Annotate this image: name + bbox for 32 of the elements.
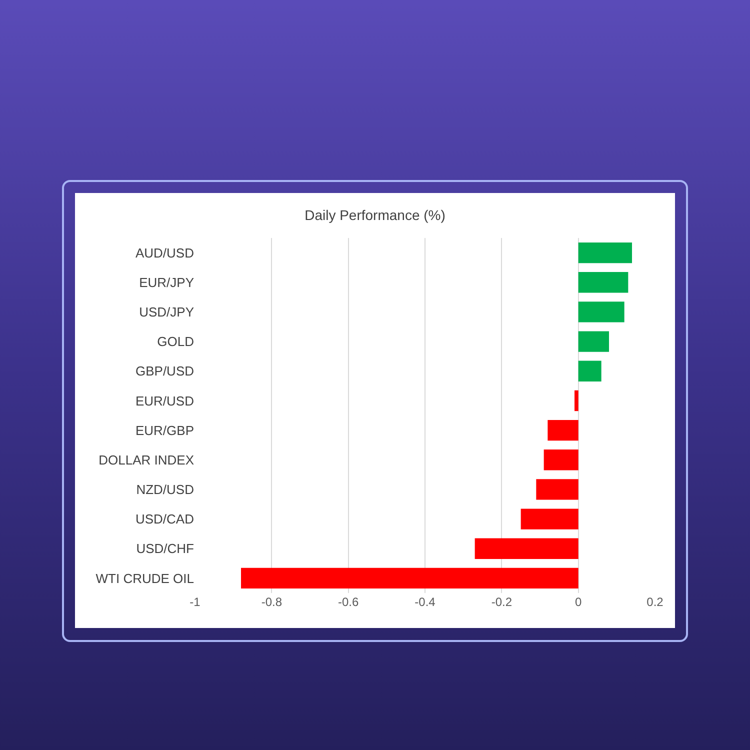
chart-title: Daily Performance (%) xyxy=(304,207,446,224)
bar xyxy=(536,479,578,500)
bar xyxy=(578,272,628,293)
x-tick-label: -1 xyxy=(190,595,201,609)
y-tick-label: EUR/GBP xyxy=(135,422,194,438)
bar xyxy=(578,331,609,352)
bar xyxy=(241,568,578,589)
y-tick-label: EUR/JPY xyxy=(139,274,194,290)
y-tick-label: EUR/USD xyxy=(135,393,194,408)
x-tick-label: 0 xyxy=(574,595,582,609)
bar xyxy=(578,242,632,264)
bar xyxy=(474,538,578,559)
y-tick-label: AUD/USD xyxy=(135,245,194,260)
bar xyxy=(544,450,578,470)
bar xyxy=(548,420,578,441)
bar xyxy=(578,302,624,322)
y-tick-label: USD/CAD xyxy=(135,512,194,527)
bar xyxy=(578,360,602,382)
y-tick-label: USD/CHF xyxy=(136,541,194,556)
y-tick-label: GOLD xyxy=(157,334,194,350)
bar xyxy=(520,508,578,530)
y-tick-label: GBP/USD xyxy=(135,364,194,379)
x-tick-label: -0.2 xyxy=(491,595,512,609)
y-tick-label: WTI CRUDE OIL xyxy=(96,570,194,586)
y-tick-label: USD/JPY xyxy=(139,304,194,320)
y-tick-label: NZD/USD xyxy=(136,482,194,498)
x-tick-label: -0.4 xyxy=(414,595,436,609)
x-tick-label: -0.6 xyxy=(338,595,359,609)
x-tick-label: -0.8 xyxy=(261,595,282,609)
x-tick-label: 0.2 xyxy=(646,595,664,609)
y-tick-label: DOLLAR INDEX xyxy=(98,452,194,468)
bar xyxy=(574,390,578,412)
